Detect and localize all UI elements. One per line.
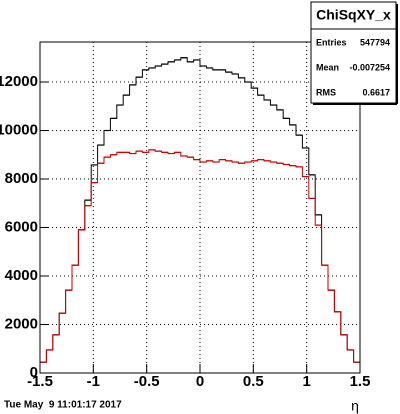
x-tick-label: 1.5 [350,373,371,390]
stats-title: ChiSqXY_x [316,7,391,23]
y-tick-label: 4000 [5,267,38,284]
y-tick-label: 10000 [0,121,38,138]
plot-frame [39,41,361,374]
stats-value: -0.007254 [349,62,390,72]
footer: Tue May 9 11:01:17 2017 [4,400,122,411]
stats-value: 547794 [360,37,390,47]
x-tick-label: -1 [87,373,100,390]
stats-label: Mean [316,62,339,72]
x-tick-label: 1 [302,373,310,390]
y-tick-label: 12000 [0,73,38,90]
x-tick-label: 0.5 [243,373,264,390]
y-tick-label: 0 [30,364,38,381]
x-tick-label: -0.5 [134,373,160,390]
y-tick-label: 2000 [5,315,38,332]
x-tick-label: -1.5 [27,373,53,390]
x-tick-label: 0 [196,373,204,390]
y-tick-label: 6000 [5,218,38,235]
y-tick-label: 8000 [5,170,38,187]
stats-value: 0.6617 [362,87,390,97]
stats-label: RMS [316,87,336,97]
stats-label: Entries [316,37,347,47]
stats-box [310,1,397,104]
x-axis-label: η [351,398,359,414]
